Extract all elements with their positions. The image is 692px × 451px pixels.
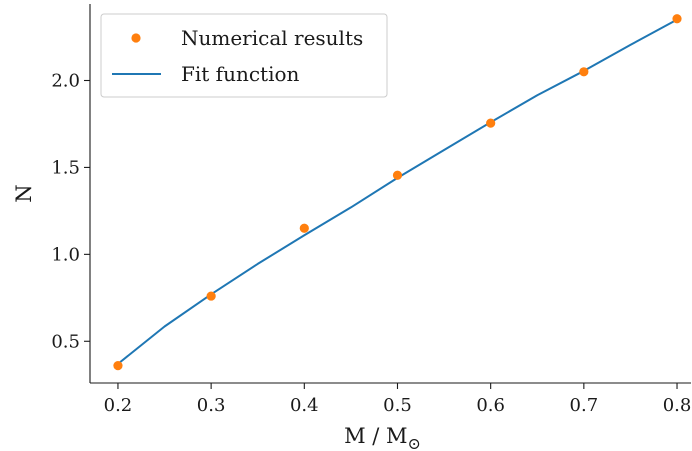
y-axis-label: N	[12, 184, 36, 202]
legend-label-fit-function: Fit function	[181, 62, 300, 86]
legend-marker-numerical-results	[131, 33, 141, 43]
legend: Numerical results Fit function	[100, 13, 388, 98]
numerical-result-point	[113, 361, 123, 371]
x-tick-label: 0.2	[104, 395, 133, 416]
y-tick-label: 2.0	[51, 70, 80, 91]
plot-area	[113, 14, 682, 371]
x-tick-label: 0.3	[197, 395, 226, 416]
x-axis-label-subscript: ⊙	[408, 434, 421, 451]
x-tick-label: 0.7	[570, 395, 599, 416]
x-tick-label: 0.5	[383, 395, 412, 416]
x-tick-label: 0.6	[476, 395, 505, 416]
legend-box	[100, 13, 388, 98]
numerical-result-point	[206, 291, 216, 301]
numerical-result-point	[392, 170, 403, 180]
legend-label-numerical-results: Numerical results	[181, 26, 363, 50]
x-axis-label: M / M⊙	[344, 424, 421, 451]
x-axis: 0.2 0.3 0.4 0.5 0.6 0.7 0.8 M / M⊙	[90, 382, 692, 451]
numerical-result-point	[579, 67, 589, 77]
y-axis: 0.5 1.0 1.5 2.0 N	[12, 4, 91, 383]
y-tick-label: 0.5	[51, 331, 80, 352]
x-axis-label-main: M / M	[344, 424, 407, 448]
numerical-result-point	[672, 14, 682, 24]
numerical-result-point	[486, 118, 496, 128]
y-ticks: 0.5 1.0 1.5 2.0	[51, 70, 90, 352]
x-ticks: 0.2 0.3 0.4 0.5 0.6 0.7 0.8	[104, 383, 692, 416]
x-tick-label: 0.4	[290, 395, 319, 416]
y-tick-label: 1.0	[51, 244, 80, 265]
x-tick-label: 0.8	[663, 395, 692, 416]
numerical-result-point	[299, 223, 309, 233]
y-tick-label: 1.5	[51, 157, 80, 178]
